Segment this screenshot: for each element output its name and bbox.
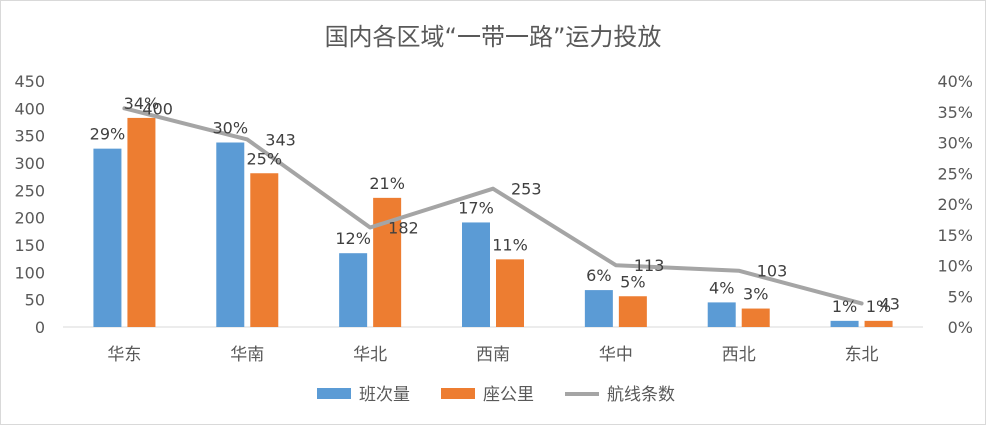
bar-data-label: 29% — [90, 125, 126, 144]
bar-班次量 — [216, 142, 245, 327]
bars-group — [93, 117, 893, 328]
bar-data-label: 30% — [213, 119, 249, 138]
x-tick-label: 华南 — [230, 345, 264, 365]
legend-label: 班次量 — [359, 385, 410, 405]
line-data-label: 43 — [880, 294, 900, 313]
y-left-tick-label: 200 — [14, 209, 45, 228]
y-right-tick-label: 0% — [948, 318, 973, 337]
bar-data-label: 5% — [620, 272, 645, 291]
y-right-tick-label: 35% — [937, 103, 973, 122]
bar-班次量 — [462, 222, 490, 327]
y-right-tick-label: 25% — [937, 164, 973, 183]
y-right-tick-label: 30% — [937, 134, 973, 153]
bar-班次量 — [707, 302, 736, 327]
x-tick-label: 西南 — [476, 345, 510, 365]
bar-data-label: 1% — [866, 297, 891, 316]
legend: 班次量 座公里 航线条数 — [317, 385, 675, 405]
bar-座公里 — [250, 173, 279, 327]
x-tick-label: 华北 — [353, 345, 387, 365]
bar-班次量 — [93, 148, 122, 327]
line-point — [492, 188, 494, 190]
line-data-label: 182 — [388, 219, 419, 238]
y-left-tick-label: 300 — [14, 154, 45, 173]
line-point — [123, 107, 125, 109]
axes-group: 0 50 100 150 200 250 300 350 400 450 0% 5% 10% 15% 20%… — [14, 72, 973, 365]
x-tick-label: 东北 — [845, 345, 879, 365]
bar-data-label: 34% — [124, 94, 160, 113]
chart-title: 国内各区域“一带一路”运力投放 — [325, 23, 662, 51]
y-left-tick-label: 250 — [14, 181, 45, 200]
line-point — [246, 138, 248, 140]
line-data-label: 343 — [265, 130, 296, 149]
y-left-tick-label: 50 — [25, 291, 45, 310]
bar-data-label: 12% — [335, 229, 371, 248]
bar-data-label: 11% — [492, 235, 528, 254]
legend-swatch-班次量 — [317, 388, 351, 399]
y-right-tick-label: 40% — [937, 72, 973, 91]
bar-班次量 — [584, 290, 613, 327]
bar-座公里 — [618, 296, 647, 327]
line-data-label: 253 — [511, 180, 542, 199]
bar-data-label: 17% — [458, 198, 494, 217]
line-point — [615, 264, 617, 266]
y-right-tick-label: 15% — [937, 226, 973, 245]
legend-swatch-座公里 — [441, 388, 475, 399]
y-right-tick-label: 10% — [937, 257, 973, 276]
bar-座公里 — [496, 259, 524, 327]
bar-座公里 — [127, 117, 156, 328]
x-tick-label: 华中 — [599, 345, 633, 365]
bar-data-label: 3% — [743, 285, 768, 304]
bar-座公里 — [864, 320, 893, 327]
bar-data-label: 6% — [586, 266, 611, 285]
x-tick-label: 华东 — [107, 345, 141, 365]
y-left-tick-label: 400 — [14, 99, 45, 118]
y-left-tick-label: 350 — [14, 127, 45, 146]
bar-data-label: 25% — [247, 149, 283, 168]
line-data-label: 400 — [142, 99, 173, 118]
bar-班次量 — [830, 320, 859, 327]
y-right-tick-label: 20% — [937, 195, 973, 214]
line-point — [369, 227, 371, 229]
line-point — [738, 270, 740, 272]
y-left-tick-label: 0 — [35, 318, 45, 337]
line-data-label: 113 — [634, 256, 665, 275]
legend-label: 航线条数 — [607, 385, 675, 405]
y-left-tick-label: 450 — [14, 72, 45, 91]
bar-data-label: 4% — [709, 278, 734, 297]
line-group — [122, 106, 864, 306]
line-point — [861, 302, 863, 304]
y-left-tick-label: 100 — [14, 263, 45, 282]
bar-座公里 — [741, 308, 770, 327]
bar-data-label: 21% — [369, 174, 405, 193]
data-labels-group: 29% 30% 12% 17% 6% 4% 1% 34% 25% 21% 11% 5% 3% 1% 400 3… — [90, 94, 900, 316]
x-tick-label: 西北 — [722, 345, 756, 365]
y-left-tick-label: 150 — [14, 236, 45, 255]
bar-班次量 — [339, 253, 368, 327]
legend-label: 座公里 — [483, 385, 534, 405]
bar-data-label: 1% — [832, 297, 857, 316]
line-data-label: 103 — [757, 262, 788, 281]
y-right-tick-label: 5% — [948, 287, 973, 306]
